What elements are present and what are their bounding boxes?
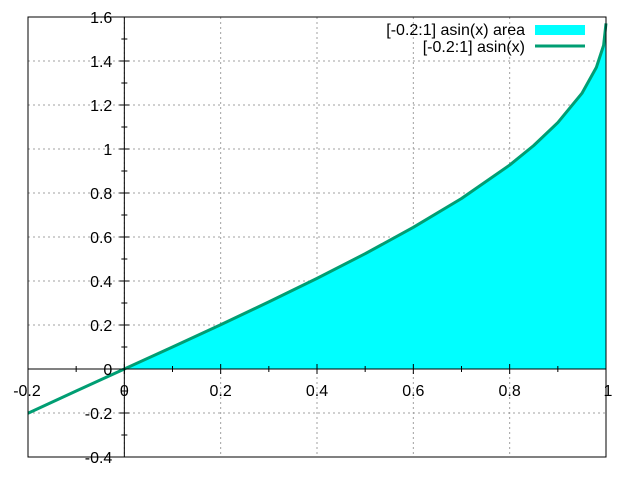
legend-swatch-area (535, 25, 585, 35)
x-tick-label: -0.2 (13, 383, 41, 400)
area-layer (124, 23, 606, 369)
plot-border (27, 16, 607, 458)
x-tick-label: 0 (120, 383, 129, 400)
tick-labels: -0.2 0 0.2 0.4 0.6 0.8 1 -0.4 -0.2 0 0.2 0.4 0.6 0.8 1… (13, 10, 612, 467)
y-tick-label: 1.2 (90, 98, 112, 115)
y-tick-label: 0.8 (90, 186, 112, 203)
y-tick-label: 1.4 (90, 54, 112, 71)
x-tick-label: 0.8 (499, 383, 521, 400)
y-tick-label: 1.6 (90, 10, 112, 27)
y-tick-label: 0 (103, 362, 112, 379)
y-tick-label: -0.2 (85, 406, 113, 423)
x-tick-label: 0.6 (402, 383, 424, 400)
y-tick-label: -0.4 (85, 450, 113, 467)
legend: [-0.2:1] asin(x) area[-0.2:1] asin(x) (386, 22, 585, 56)
line-layer (27, 23, 608, 415)
legend-label-area: [-0.2:1] asin(x) area (386, 22, 525, 39)
y-tick-label: 0.2 (90, 318, 112, 335)
x-tick-label: 0.2 (210, 383, 232, 400)
x-tick-label: 0.4 (306, 383, 328, 400)
y-tick-label: 0.6 (90, 230, 112, 247)
y-tick-label: 0.4 (90, 274, 112, 291)
tick-marks (27, 16, 607, 458)
legend-label-line: [-0.2:1] asin(x) (423, 39, 525, 56)
x-tick-label: 1 (604, 383, 613, 400)
area-fill (124, 23, 606, 369)
y-tick-label: 1 (103, 142, 112, 159)
asin-line (27, 23, 608, 415)
